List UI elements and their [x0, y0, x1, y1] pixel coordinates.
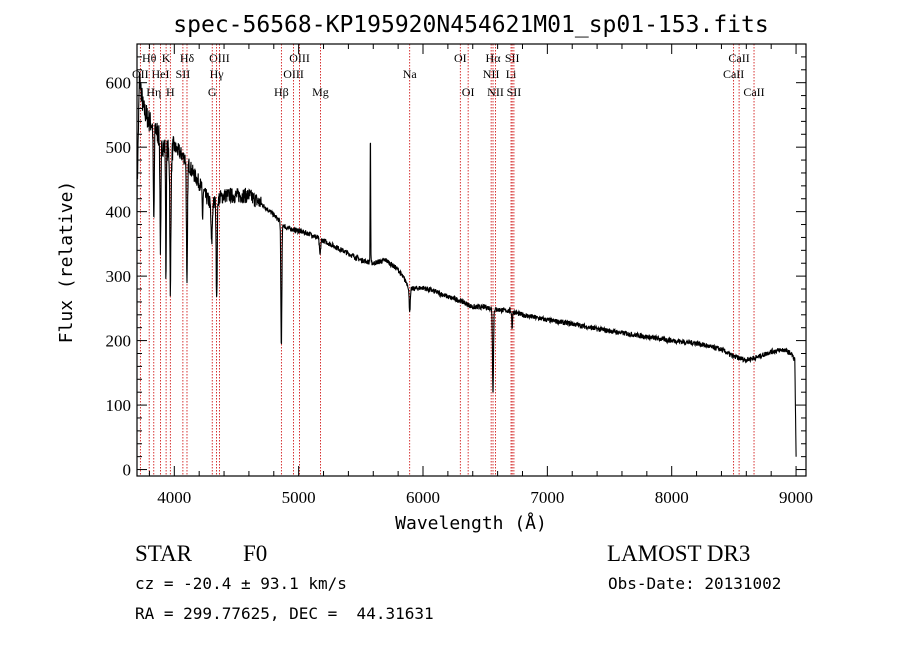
line-marker-label: OI	[462, 85, 475, 99]
line-marker-label: OIII	[283, 67, 304, 81]
x-tick-label: 7000	[530, 488, 564, 507]
line-marker-label: CaII	[728, 51, 749, 65]
line-marker-label: HeI	[152, 67, 170, 81]
line-marker-label: OIII	[289, 51, 310, 65]
y-tick-label: 300	[106, 267, 132, 286]
line-marker-label: Li	[506, 67, 517, 81]
x-tick-label: 5000	[282, 488, 316, 507]
y-tick-label: 600	[106, 74, 132, 93]
line-marker-label: SII	[176, 67, 191, 81]
x-axis-label: Wavelength (Å)	[395, 512, 547, 534]
line-marker-label: Hβ	[274, 85, 289, 99]
line-marker-label: SII	[507, 85, 522, 99]
line-marker-label: Hα	[486, 51, 502, 65]
axis-ticks: 4000 5000 6000 7000 8000 9000 0 100 200 300 400 500…	[106, 44, 813, 507]
chart-title: spec-56568-KP195920N454621M01_sp01-153.f…	[173, 12, 768, 38]
object-subclass: F0	[243, 541, 268, 566]
line-marker-label: CaII	[743, 85, 764, 99]
line-marker-label: OIII	[209, 51, 230, 65]
y-tick-label: 400	[106, 203, 132, 222]
y-axis-label: Flux (relative)	[56, 181, 77, 344]
line-marker-label: H	[166, 85, 175, 99]
redshift-cz: cz = -20.4 ± 93.1 km/s	[135, 574, 347, 593]
line-marker-label: NII	[483, 67, 500, 81]
observation-date: Obs-Date: 20131002	[608, 574, 782, 593]
line-marker-label: Hγ	[210, 67, 225, 81]
survey-name: LAMOST DR3	[607, 541, 751, 566]
object-class: STAR	[135, 541, 192, 566]
line-marker-label: Mg	[312, 85, 329, 99]
plot-frame	[136, 43, 807, 477]
spectrum-line	[136, 71, 797, 457]
y-tick-label: 500	[106, 138, 132, 157]
line-marker-label: Na	[403, 67, 418, 81]
x-tick-label: 6000	[406, 488, 440, 507]
y-tick-label: 100	[106, 396, 132, 415]
line-marker-label: G	[208, 85, 217, 99]
x-tick-label: 9000	[779, 488, 813, 507]
line-marker-label: Hδ	[180, 51, 195, 65]
y-tick-label: 200	[106, 332, 132, 351]
line-marker-label: Hθ	[142, 51, 157, 65]
x-tick-label: 8000	[655, 488, 689, 507]
line-marker-label: Hη	[146, 85, 161, 99]
x-tick-label: 4000	[157, 488, 191, 507]
line-marker-label: CaII	[723, 67, 744, 81]
coordinates: RA = 299.77625, DEC = 44.31631	[135, 604, 434, 623]
line-marker-label: SII	[505, 51, 520, 65]
line-marker-label: OI	[454, 51, 467, 65]
line-marker-label: NII	[487, 85, 504, 99]
line-marker-label: K	[162, 51, 171, 65]
y-tick-label: 0	[123, 461, 132, 480]
